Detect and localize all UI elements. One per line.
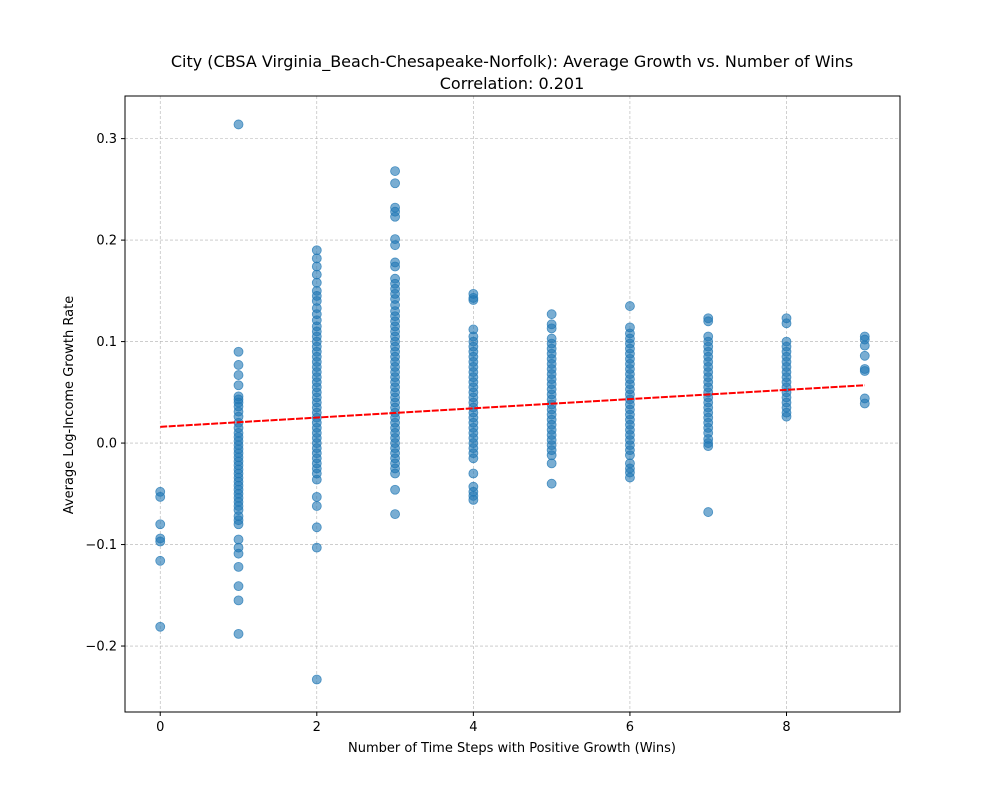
data-point [233,519,244,530]
x-tick-label: 0 [156,720,164,735]
data-point [233,548,244,559]
data-point [311,522,322,533]
data-point [703,441,714,452]
data-point [233,581,244,592]
x-tick-label: 8 [782,720,790,735]
data-point [311,245,322,256]
data-point [703,507,714,517]
data-point [781,411,792,422]
data-point [546,478,557,489]
data-point [311,269,322,280]
data-point [859,398,870,409]
data-point [390,166,400,176]
chart-title: City (CBSA Virginia_Beach-Chesapeake-Nor… [171,52,853,72]
data-point [233,628,244,639]
data-point [390,261,400,272]
x-tick-label: 2 [313,720,321,735]
data-point [233,119,244,130]
data-point [468,468,479,479]
data-point [311,261,322,272]
data-point [155,536,166,547]
data-point [781,318,792,329]
data-point [546,309,557,320]
data-point [859,366,870,376]
data-point [625,472,635,483]
data-point [155,491,166,502]
data-point [311,501,322,511]
data-point [311,674,322,685]
y-tick-label: −0.2 [85,640,117,655]
data-point [233,370,244,380]
data-point [390,484,400,495]
data-point [390,211,400,222]
data-point [233,346,244,357]
data-point [468,295,479,305]
data-point [859,350,870,361]
data-point [859,340,870,351]
data-points [155,119,870,685]
data-point [625,301,635,311]
data-point [233,561,244,572]
data-point [468,495,479,505]
y-tick-label: −0.1 [85,538,117,553]
chart-subtitle: Correlation: 0.201 [440,74,585,93]
data-point [390,240,400,251]
data-point [311,253,322,264]
data-point [155,519,166,530]
data-point [703,316,714,327]
data-point [311,474,322,485]
data-point [390,509,400,520]
x-tick-label: 6 [626,720,634,735]
data-point [311,277,322,288]
y-tick-label: 0.3 [96,132,117,147]
x-axis-label: Number of Time Steps with Positive Growt… [348,741,676,756]
data-point [468,453,479,464]
data-point [390,468,400,479]
y-tick-label: 0.1 [96,335,117,350]
data-point [155,621,166,632]
x-tick-label: 4 [469,720,477,735]
y-axis-label: Average Log-Income Growth Rate [62,296,77,514]
data-point [625,450,635,461]
data-point [390,178,400,189]
data-point [233,534,244,545]
data-point [233,595,244,606]
data-point [546,458,557,469]
data-point [311,491,322,502]
y-tick-label: 0.0 [96,437,117,452]
trend-line [160,384,865,428]
data-point [233,360,244,370]
data-point [155,555,166,566]
y-tick-label: 0.2 [96,234,117,249]
data-point [311,542,322,553]
data-point [546,323,557,334]
data-point [233,380,244,391]
trend-line-group [160,384,865,428]
data-point [546,450,557,461]
plot-area-frame [124,95,901,713]
axis-ticks: 0 2 4 6 8 −0.2 −0.1 0.0 0.1 0.2 0.3 [85,132,790,735]
